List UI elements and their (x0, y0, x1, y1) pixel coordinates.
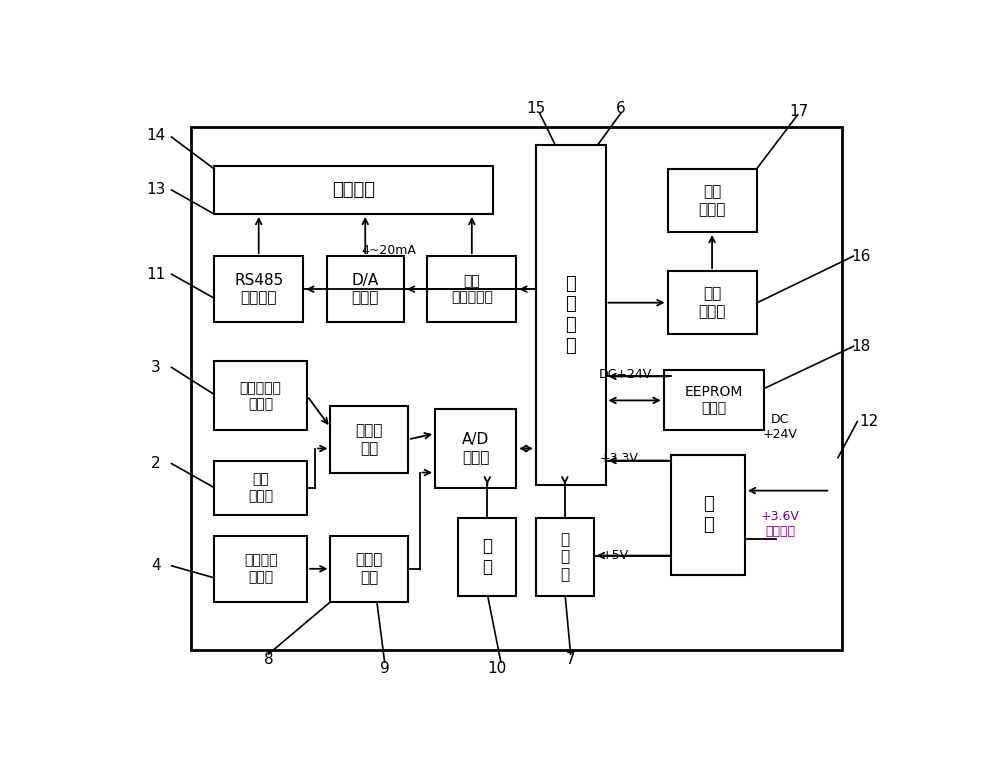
Text: A/D
转换器: A/D 转换器 (462, 433, 489, 465)
Text: 7: 7 (566, 651, 575, 666)
Text: 10: 10 (487, 661, 507, 676)
Text: 11: 11 (146, 266, 166, 282)
Bar (664, 370, 764, 430)
Bar (214, 256, 303, 323)
Text: 输出信号: 输出信号 (332, 181, 375, 199)
Bar (668, 271, 757, 334)
Text: +3.6V
后备电池: +3.6V 后备电池 (760, 510, 799, 537)
Text: 17: 17 (790, 104, 809, 119)
Text: 6: 6 (616, 102, 626, 116)
Text: 13: 13 (146, 183, 166, 198)
Bar (536, 144, 606, 484)
Text: 液晶
显示器: 液晶 显示器 (698, 184, 726, 216)
Text: 第二放
大器: 第二放 大器 (355, 423, 383, 455)
Text: 键
盘: 键 盘 (482, 537, 492, 576)
Bar (214, 536, 307, 602)
Bar (668, 169, 757, 232)
Bar (671, 455, 745, 575)
Text: DC
+24V: DC +24V (762, 413, 797, 441)
Text: RS485
通讯接口: RS485 通讯接口 (234, 273, 283, 305)
Bar (191, 127, 842, 650)
Text: 9: 9 (380, 661, 390, 676)
Text: 燃气泄漏
传感器: 燃气泄漏 传感器 (244, 554, 277, 584)
Bar (536, 518, 594, 596)
Text: 温度、压力
传感器: 温度、压力 传感器 (240, 381, 282, 411)
Text: 8: 8 (264, 651, 273, 666)
Text: 液晶
驱动器: 液晶 驱动器 (698, 287, 726, 319)
Text: 14: 14 (146, 128, 166, 144)
Text: 4: 4 (151, 558, 161, 573)
Text: +5V: +5V (602, 549, 629, 562)
Bar (326, 256, 404, 323)
Text: 15: 15 (526, 102, 545, 116)
Text: 12: 12 (859, 414, 879, 429)
Text: 2: 2 (151, 456, 161, 471)
Text: D/A
变换器: D/A 变换器 (352, 273, 379, 305)
Bar (214, 362, 307, 430)
Bar (214, 166, 493, 214)
Text: 3: 3 (151, 360, 161, 375)
Text: 电
源: 电 源 (703, 495, 714, 534)
Bar (435, 409, 516, 487)
Text: 第一放
大器: 第一放 大器 (355, 553, 383, 585)
Text: 4~20mA: 4~20mA (361, 244, 416, 257)
Bar (330, 536, 408, 602)
Bar (214, 461, 307, 515)
Bar (458, 518, 516, 596)
Bar (330, 406, 408, 473)
Bar (427, 256, 516, 323)
Text: +3.3V: +3.3V (599, 452, 638, 465)
Text: DC+24V: DC+24V (598, 368, 652, 381)
Text: 脉冲
放大驱动器: 脉冲 放大驱动器 (451, 274, 493, 305)
Text: 遥
控
器: 遥 控 器 (560, 532, 569, 582)
Text: 流量
传感器: 流量 传感器 (248, 473, 273, 503)
Text: EEPROM
存储器: EEPROM 存储器 (685, 385, 743, 415)
Text: 微
处
理
器: 微 处 理 器 (565, 275, 576, 355)
Text: 18: 18 (852, 339, 871, 354)
Text: 16: 16 (852, 248, 871, 264)
